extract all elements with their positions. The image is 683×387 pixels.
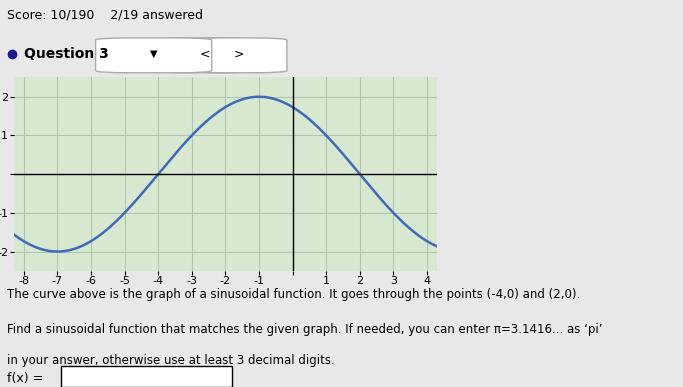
Text: <: < bbox=[199, 48, 210, 61]
FancyBboxPatch shape bbox=[96, 38, 212, 73]
Text: The curve above is the graph of a sinusoidal function. It goes through the point: The curve above is the graph of a sinuso… bbox=[7, 288, 580, 301]
Text: ▼: ▼ bbox=[150, 49, 157, 59]
Text: Find a sinusoidal function that matches the given graph. If needed, you can ente: Find a sinusoidal function that matches … bbox=[7, 323, 602, 336]
Text: Score: 10/190    2/19 answered: Score: 10/190 2/19 answered bbox=[7, 9, 203, 22]
Text: f(x) =: f(x) = bbox=[7, 372, 43, 385]
FancyBboxPatch shape bbox=[157, 38, 253, 73]
FancyBboxPatch shape bbox=[61, 366, 232, 387]
Text: in your answer, otherwise use at least 3 decimal digits.: in your answer, otherwise use at least 3… bbox=[7, 354, 335, 368]
FancyBboxPatch shape bbox=[191, 38, 287, 73]
Text: >: > bbox=[234, 48, 245, 61]
Text: Question 3: Question 3 bbox=[24, 47, 109, 61]
